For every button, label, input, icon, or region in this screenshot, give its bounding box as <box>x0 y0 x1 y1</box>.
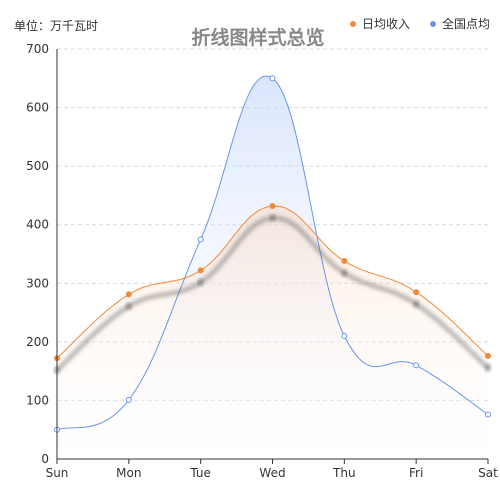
x-tick-label: Sat <box>478 466 498 480</box>
series-point <box>341 258 348 265</box>
series-point <box>269 75 276 82</box>
y-tick-label: 100 <box>26 393 49 407</box>
x-tick-label: Fri <box>409 466 423 480</box>
y-tick-label: 700 <box>26 42 49 56</box>
legend-label: 全国点均 <box>442 16 490 31</box>
y-tick-label: 400 <box>26 218 49 232</box>
legend-label: 日均收入 <box>362 17 410 31</box>
legend: 日均收入 全国点均 <box>350 16 490 31</box>
series-point <box>125 396 132 403</box>
y-tick-label: 0 <box>41 452 49 466</box>
series-point-shadow <box>125 303 132 310</box>
unit-label: 单位：万千瓦时 <box>14 18 98 33</box>
series-point-shadow <box>269 214 276 221</box>
series-point <box>197 236 204 243</box>
series-area <box>57 205 488 459</box>
series-point <box>413 289 420 296</box>
series-point <box>269 202 276 209</box>
legend-marker <box>350 21 356 27</box>
series-point-shadow <box>197 279 204 286</box>
x-tick-label: Sun <box>46 466 69 480</box>
axes: 0 100 200 300 400 500 600 700 Sun Mon Tue Wed Thu Fri… <box>26 42 498 480</box>
y-tick-label: 500 <box>26 159 49 173</box>
series-point-shadow <box>413 301 420 308</box>
series-point <box>413 362 420 369</box>
x-tick-label: Mon <box>116 466 141 480</box>
y-tick-label: 200 <box>26 335 49 349</box>
x-tick-label: Wed <box>259 466 285 480</box>
series-areas <box>57 76 488 459</box>
y-tick-label: 300 <box>26 276 49 290</box>
series-point <box>125 291 132 298</box>
y-tick-label: 600 <box>26 101 49 115</box>
chart-title: 折线图样式总览 <box>191 26 324 49</box>
x-tick-label: Thu <box>332 466 356 480</box>
legend-marker <box>430 21 436 27</box>
series-point <box>197 267 204 274</box>
series-point-shadow <box>341 270 348 277</box>
series-point-shadow <box>485 364 491 371</box>
series-point <box>485 411 491 418</box>
series-point <box>341 333 348 339</box>
x-tick-label: Tue <box>189 466 211 480</box>
series-point <box>485 352 491 359</box>
